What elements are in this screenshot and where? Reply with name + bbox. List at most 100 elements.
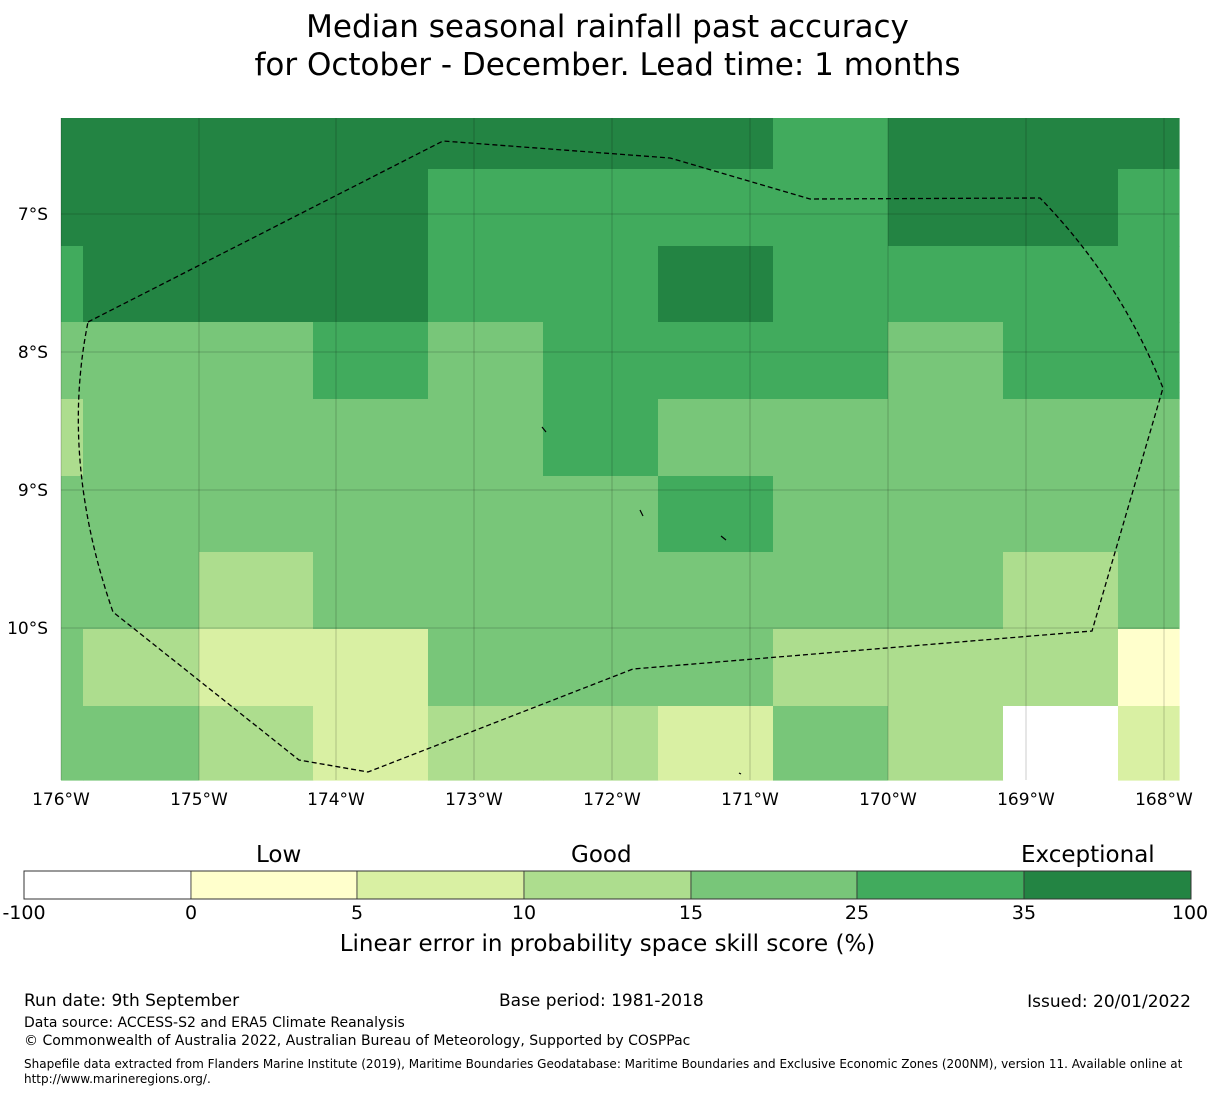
grid-cell [199,322,314,400]
grid-cell [658,322,774,400]
grid-cell [83,246,200,323]
map-title-line1: Median seasonal rainfall past accuracy [306,9,909,45]
grid-cell [543,399,659,477]
grid-cell [1003,629,1119,707]
colorbar-segments [23,870,1192,900]
grid-cell [313,399,429,477]
grid-cell [83,706,200,781]
base-period: Base period: 1981-2018 [499,991,704,1011]
grid-cell [773,552,889,630]
grid-cell [658,706,774,781]
grid-cell [61,246,84,323]
grid-cell [61,476,84,553]
grid-cell [1118,322,1180,400]
grid-cell [1118,706,1180,781]
issued-date: Issued: 20/01/2022 [1027,992,1191,1012]
grid-cell [1118,246,1180,323]
grid-cell [658,169,774,247]
colorbar-segment [856,870,1025,900]
grid-cell [543,322,659,400]
colorbar-tick: 35 [1011,902,1037,924]
longitude-label: 173°W [445,790,503,810]
skill-grid [61,118,1180,781]
grid-cell [83,169,200,247]
colorbar-tick: -100 [2,902,46,924]
grid-cell [773,118,889,170]
grid-cell [658,246,774,323]
grid-cell [83,476,200,553]
grid-cell [428,169,544,247]
grid-cell [773,169,889,247]
colorbar-tick: 5 [350,902,364,924]
longitude-labels: 176°W 175°W 174°W 173°W 172°W 171°W 170°W 169°W… [32,790,1193,810]
colorbar-segment [356,870,525,900]
grid-cell [773,476,889,553]
island-marks [541,426,742,775]
grid-cell [199,399,314,477]
grid-cell [313,476,429,553]
colorbar-segment [1023,870,1192,900]
colorbar-tick: 25 [844,902,870,924]
grid-cell [313,552,429,630]
colorbar-segment [523,870,692,900]
longitude-label: 170°W [859,790,917,810]
grid-cell [61,399,84,477]
grid-cell [888,552,1004,630]
grid-cell [543,552,659,630]
grid-cell [658,629,774,707]
grid-cell [773,629,889,707]
grid-cell [61,322,84,400]
grid-cell [1118,476,1180,553]
grid-cell [888,706,1004,781]
grid-cell [199,629,314,707]
colorbar-label: Linear error in probability space skill … [339,931,876,957]
grid-cell [1118,629,1180,707]
grid-cell [658,118,774,170]
grid-cell [313,706,429,781]
grid-cell [773,322,889,400]
grid-cell [199,706,314,781]
grid-cell [199,169,314,247]
colorbar-tick: 15 [678,902,704,924]
grid-cell [428,322,544,400]
grid-cell [543,246,659,323]
grid-cell [313,118,429,170]
grid-cell [428,476,544,553]
grid-cell [773,706,889,781]
grid-cell [61,169,84,247]
grid-cell [428,706,544,781]
rainfall-accuracy-map: 176°W 175°W 174°W 173°W 172°W 171°W 170°W 169°W… [7,118,1193,810]
longitude-label: 175°W [170,790,228,810]
grid-cell [199,552,314,630]
data-source: Data source: ACCESS-S2 and ERA5 Climate … [24,1015,405,1031]
colorbar-segment [690,870,858,900]
latitude-label: 8°S [18,343,48,363]
grid-cell [543,706,659,781]
grid-cell [1003,706,1119,781]
grid-cell [199,118,314,170]
grid-cell [83,322,200,400]
grid-cell [61,118,84,170]
colorbar-tick: 10 [511,902,537,924]
copyright: © Commonwealth of Australia 2022, Austra… [24,1033,691,1049]
grid-cell [888,399,1004,477]
colorbar-segment [23,870,192,900]
category-low: Low [256,842,302,868]
grid-cell [888,246,1004,323]
grid-cell [61,552,84,630]
grid-cell [658,399,774,477]
grid-cell [1003,399,1119,477]
grid-cell [773,399,889,477]
grid-cell [1003,552,1119,630]
grid-cell [1118,169,1180,247]
grid-cell [83,118,200,170]
grid-cell [888,629,1004,707]
grid-cell [428,399,544,477]
grid-cell [313,246,429,323]
map-title-line2: for October - December. Lead time: 1 mon… [254,47,961,83]
grid-cell [61,706,84,781]
grid-cell [83,399,200,477]
latitude-labels: 7°S 8°S 9°S 10°S [7,205,48,639]
grid-cell [1003,118,1119,170]
